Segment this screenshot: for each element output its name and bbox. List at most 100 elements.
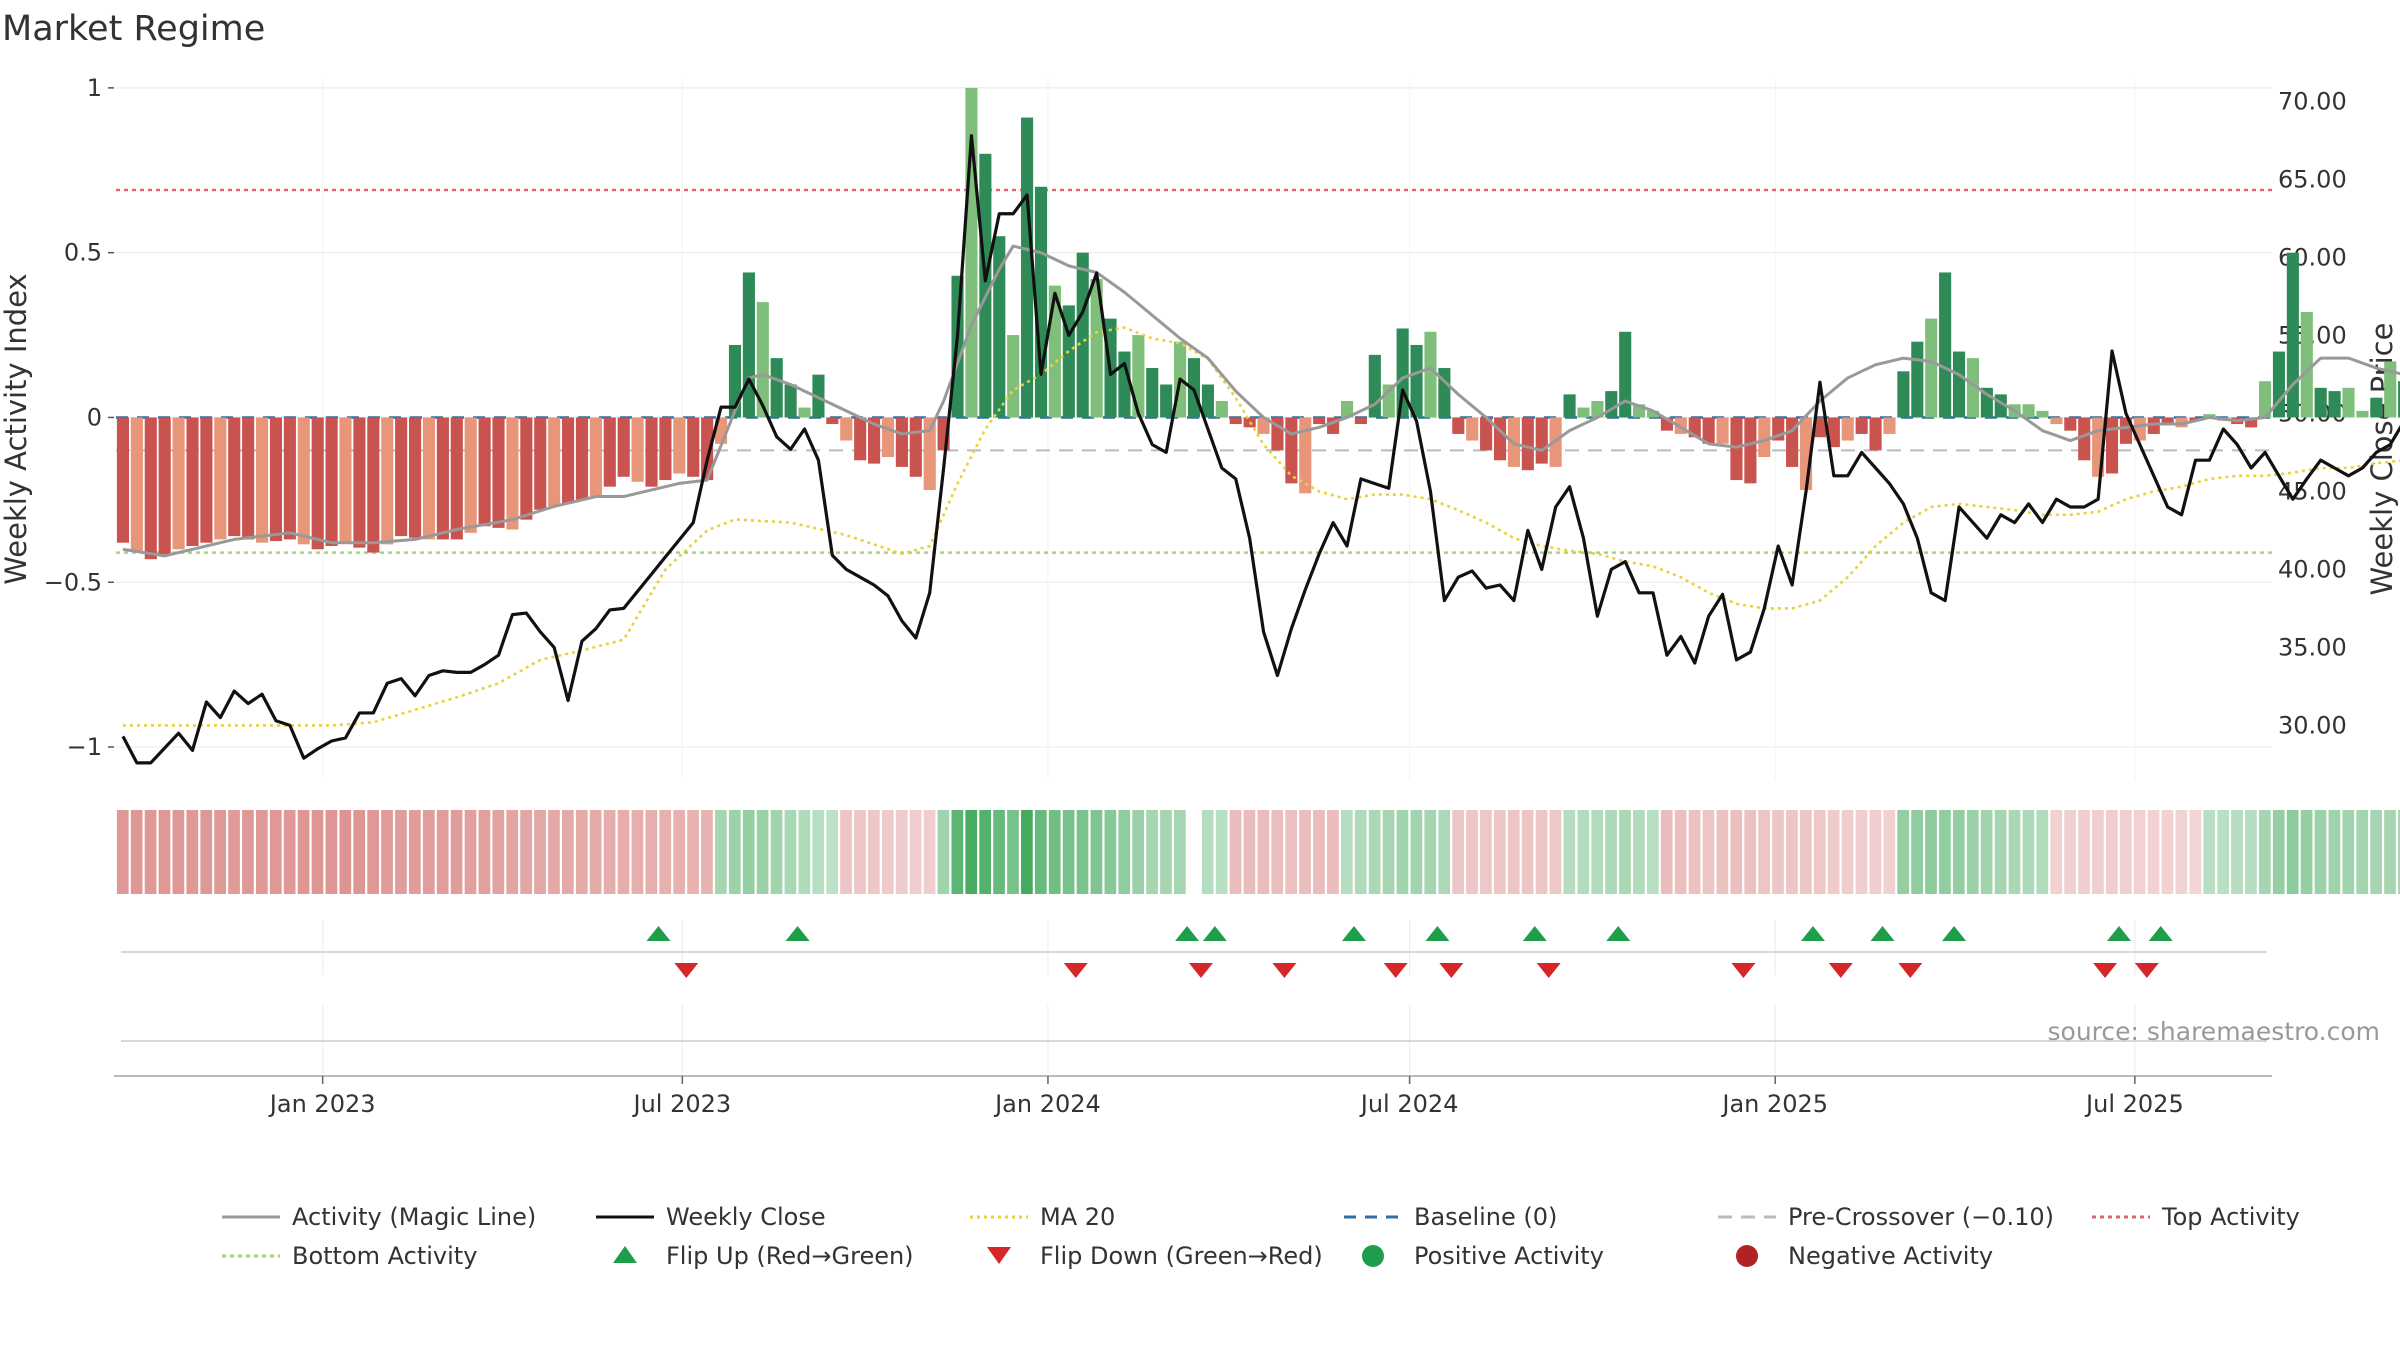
regime-cell [172,810,185,894]
chart-title: Market Regime [2,9,265,49]
activity-bar [1271,417,1284,451]
activity-bar [2105,417,2119,474]
flip-up-marker [1202,926,1227,941]
legend-label-flipdown: Flip Down (Green→Red) [1040,1242,1323,1270]
activity-bar [1201,384,1214,418]
activity-bar [784,384,797,418]
regime-cell [617,810,630,894]
regime-cell [186,810,199,894]
activity-bar [603,417,616,487]
activity-bar [923,417,936,490]
regime-cell [1327,810,1339,894]
y-right-tick-label: 70.00 [2278,87,2347,115]
flip-down-marker [1731,963,1756,978]
activity-bar [1869,417,1882,451]
regime-cell [422,810,435,894]
regime-cell [589,810,602,894]
regime-cell [1563,810,1576,894]
regime-cell [1174,810,1186,894]
regime-cell [1952,810,1965,894]
regime-cell [1619,810,1631,894]
regime-cell [367,810,379,894]
regime-cell [937,810,950,894]
regime-cell [742,810,755,894]
activity-bar [353,417,366,548]
regime-cell [436,810,449,894]
x-tick-label: Jan 2024 [993,1090,1101,1118]
regime-cell [951,810,964,894]
activity-bar [1730,417,1743,481]
activity-bar [2314,387,2327,418]
regime-cell [728,810,741,894]
y-right-tick-label: 65.00 [2278,165,2347,193]
weekly-close-line [121,134,2400,765]
activity-bar [450,417,463,540]
legend-label-flipup: Flip Up (Red→Green) [666,1242,914,1270]
legend-item-baseline: Baseline (0) [1344,1203,1557,1231]
activity-bar [478,417,491,527]
activity-bar [1396,328,1409,418]
regime-cell [1410,810,1423,894]
regime-cell [2245,810,2257,894]
activity-bar [2147,417,2160,434]
x-tick-label: Jan 2023 [268,1090,376,1118]
regime-cell [409,810,421,894]
regime-cell [1799,810,1812,894]
flip-down-marker [1272,963,1297,978]
regime-cell [1257,810,1270,894]
activity-bar [339,417,352,543]
regime-cell [1160,810,1172,894]
activity-bar [2398,381,2400,418]
flip-up-marker [2106,926,2131,941]
legend-swatch-flipdown [987,1247,1011,1264]
flip-down-marker [1063,963,1088,978]
regime-cell [1674,810,1687,894]
activity-bar [1354,417,1367,425]
legend-item-flipdown: Flip Down (Green→Red) [987,1242,1323,1270]
activity-bar [1299,417,1312,494]
activity-bar [645,417,658,487]
activity-bar [367,417,380,553]
legend-label-precross: Pre-Crossover (−0.10) [1788,1203,2054,1231]
regime-cell [1493,810,1506,894]
regime-cell [283,810,296,894]
regime-cell [1507,810,1520,894]
regime-cell [1758,810,1770,894]
regime-cell [381,810,393,894]
activity-bar [2356,410,2369,418]
y-left-axis-title: Weekly Activity Index [0,273,33,584]
regime-cell [2036,810,2049,894]
activity-bar [2064,417,2077,431]
activity-bar [1605,391,1618,418]
regime-cell [1424,810,1437,894]
activity-bar [1911,341,1924,418]
regime-cell [1925,810,1937,894]
activity-bar [534,417,547,510]
flip-up-marker [1606,926,1631,941]
regime-cell [269,810,282,894]
activity-bar [325,417,338,546]
regime-cell [2050,810,2063,894]
regime-cell [1660,810,1673,894]
regime-cell [1883,810,1896,894]
activity-bar [1146,368,1159,418]
regime-cell [2258,810,2271,894]
regime-cell [242,810,254,894]
activity-bar [116,417,130,543]
regime-cell [881,810,894,894]
regime-cell [1646,810,1659,894]
activity-bar [1021,117,1034,418]
regime-cell [812,810,825,894]
x-tick-label: Jul 2023 [631,1090,731,1118]
flip-down-marker [2134,963,2159,978]
regime-cell [1633,810,1645,894]
regime-cell [297,810,310,894]
activity-bar [1744,417,1757,484]
activity-bar [2258,381,2272,418]
regime-cell [200,810,213,894]
activity-bar [1480,417,1493,451]
regime-cell [1869,810,1882,894]
regime-cell [1382,810,1395,894]
legend-swatch-flipup [613,1246,637,1263]
activity-bar [1257,417,1270,434]
